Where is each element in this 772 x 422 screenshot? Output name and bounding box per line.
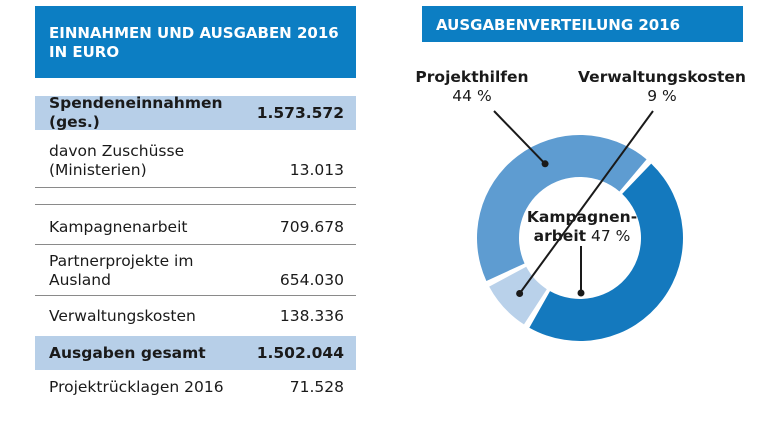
leader-line	[518, 110, 654, 295]
table-row-campaigns: Kampagnenarbeit 709.678	[35, 205, 356, 245]
slice-name-line2: arbeit	[533, 227, 587, 245]
leader-dot	[541, 160, 549, 168]
row-label: Spendeneinnahmen (ges.)	[49, 94, 223, 131]
row-value: 138.336	[279, 307, 344, 325]
table-row-admin-costs: Verwaltungskosten 138.336	[35, 297, 356, 333]
row-value: 1.502.044	[256, 343, 344, 362]
row-label: Projektrücklagen 2016	[49, 378, 224, 396]
row-label: Partnerprojekte im Ausland	[49, 252, 194, 289]
leader-line	[493, 110, 546, 165]
row-value: 654.030	[279, 271, 344, 289]
row-label: Ausgaben gesamt	[49, 343, 206, 362]
table-row-donations: Spendeneinnahmen (ges.) 1.573.572	[35, 94, 356, 131]
income-expenses-title: EINNAHMEN UND AUSGABEN 2016 IN EURO	[35, 6, 356, 78]
table-row-partner-projects: Partnerprojekte im Ausland 654.030	[35, 246, 356, 296]
row-label: Verwaltungskosten	[49, 307, 196, 325]
slice-name: Projekthilfen	[415, 68, 529, 86]
income-expenses-title-line1: EINNAHMEN UND AUSGABEN 2016	[49, 24, 339, 42]
donut-slice-projekthilfen	[477, 135, 647, 281]
slice-value: 44 %	[452, 87, 492, 105]
row-value: 71.528	[289, 378, 344, 396]
slice-name: Verwaltungskosten	[578, 68, 746, 86]
income-expenses-title-line2: IN EURO	[49, 43, 120, 61]
slice-value: 9 %	[647, 87, 677, 105]
table-row-total-expenses: Ausgaben gesamt 1.502.044	[35, 336, 356, 370]
row-value: 13.013	[289, 161, 344, 179]
table-row-reserves: Projektrücklagen 2016 71.528	[35, 370, 356, 404]
slice-label-kampagnenarbeit: Kampagnen- arbeit 47 %	[512, 208, 652, 246]
row-value: 1.573.572	[256, 103, 344, 122]
slice-value: 47 %	[590, 227, 631, 245]
slice-label-projekthilfen: Projekthilfen 44 %	[402, 68, 542, 106]
row-label: davon Zuschüsse (Ministerien)	[49, 142, 185, 179]
expense-distribution-title: AUSGABENVERTEILUNG 2016	[422, 6, 743, 42]
leader-dot	[577, 289, 585, 297]
slice-label-verwaltungskosten: Verwaltungskosten 9 %	[572, 68, 752, 106]
row-label: Kampagnenarbeit	[49, 218, 188, 236]
section-divider	[35, 188, 356, 205]
leader-dot	[516, 290, 524, 298]
donut-slice-kampagnenarbeit	[529, 163, 683, 341]
row-value: 709.678	[279, 218, 344, 236]
table-row-grants: davon Zuschüsse (Ministerien) 13.013	[35, 130, 356, 188]
slice-name-line1: Kampagnen-	[526, 208, 638, 226]
